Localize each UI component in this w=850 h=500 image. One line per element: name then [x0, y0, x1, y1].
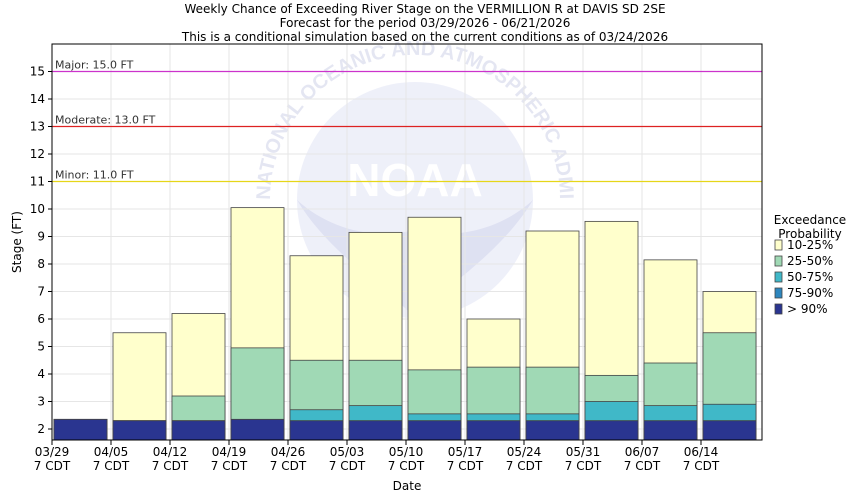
legend-label: 25-50%: [787, 254, 833, 268]
plot-area: NOAA NATIONAL OCEANIC AND ATMOSPHERIC AD…: [0, 0, 763, 441]
x-tick-time-label: 7 CDT: [388, 459, 425, 473]
legend-label: > 90%: [787, 302, 828, 316]
legend-swatch: [774, 303, 783, 315]
x-tick-time-label: 7 CDT: [506, 459, 543, 473]
title-line-3: This is a conditional simulation based o…: [181, 30, 668, 44]
x-tick-time-label: 7 CDT: [329, 459, 366, 473]
title-line-2: Forecast for the period 03/29/2026 - 06/…: [280, 16, 571, 30]
y-tick-label: 12: [30, 147, 45, 161]
y-tick-label: 7: [37, 285, 45, 299]
bar-segment: [171, 420, 226, 441]
bar-segment: [53, 418, 108, 441]
flood-thresholds: Major: 15.0 FT Moderate: 13.0 FT Minor: 11…: [52, 59, 762, 183]
x-tick-date-label: 05/24: [507, 445, 542, 459]
threshold-label: Moderate: 13.0 FT: [55, 114, 156, 127]
legend-title-1: Exceedance: [774, 213, 846, 227]
x-tick-date-label: 04/05: [94, 445, 129, 459]
legend-label: 10-25%: [787, 238, 833, 252]
plot-border: [51, 43, 763, 441]
bar-segment: [112, 420, 167, 441]
y-tick-label: 9: [37, 230, 45, 244]
x-tick-date-label: 06/14: [684, 445, 719, 459]
y-tick-label: 11: [30, 175, 45, 189]
y-tick-label: 14: [30, 92, 45, 106]
x-tick-time-label: 7 CDT: [93, 459, 130, 473]
legend-swatch: [774, 239, 783, 251]
x-tick-time-label: 7 CDT: [683, 459, 720, 473]
y-tick-label: 15: [30, 65, 45, 79]
x-tick-date-label: 05/31: [566, 445, 601, 459]
threshold-label: Minor: 11.0 FT: [55, 169, 134, 182]
x-tick-time-label: 7 CDT: [624, 459, 661, 473]
y-tick-label: 10: [30, 202, 45, 216]
x-tick-time-label: 7 CDT: [447, 459, 484, 473]
y-tick-label: 4: [37, 367, 45, 381]
y-axis-title: Stage (FT): [10, 211, 24, 273]
bar-segment: [643, 420, 698, 441]
bars: [53, 207, 757, 441]
bar-segment: [702, 420, 757, 441]
legend-label: 75-90%: [787, 286, 833, 300]
threshold-label: Major: 15.0 FT: [55, 59, 134, 72]
legend-label: 50-75%: [787, 270, 833, 284]
title-line-1: Weekly Chance of Exceeding River Stage o…: [184, 2, 665, 16]
x-tick-date-label: 05/03: [330, 445, 365, 459]
y-tick-label: 3: [37, 395, 45, 409]
y-tick-label: 2: [37, 422, 45, 436]
bar-segment: [289, 420, 344, 441]
legend-title-2: Probability: [778, 227, 841, 241]
x-tick-time-label: 7 CDT: [211, 459, 248, 473]
x-tick-date-label: 05/10: [389, 445, 424, 459]
y-tick-label: 8: [37, 257, 45, 271]
x-axis-title: Date: [393, 479, 422, 493]
x-tick-time-label: 7 CDT: [34, 459, 71, 473]
bar-segment: [466, 420, 521, 441]
legend-swatch: [774, 255, 783, 267]
x-tick-date-label: 04/12: [153, 445, 188, 459]
bar-segment: [348, 420, 403, 441]
x-tick-date-label: 05/17: [448, 445, 483, 459]
x-tick-time-label: 7 CDT: [152, 459, 189, 473]
svg-text:NOAA: NOAA: [347, 154, 482, 206]
x-tick-date-label: 06/07: [625, 445, 660, 459]
bar-segment: [525, 420, 580, 441]
y-tick-label: 5: [37, 340, 45, 354]
legend-swatch: [774, 287, 783, 299]
x-tick-date-label: 04/26: [271, 445, 306, 459]
legend: Exceedance Probability 10-25% 25-50% 50-75…: [774, 213, 846, 316]
bar-segment: [230, 418, 285, 441]
bar-segment: [407, 420, 462, 441]
y-axis: 2 3 4 5 6 7 8 9 10 11 12 13 14 15: [30, 65, 52, 436]
x-tick-time-label: 7 CDT: [270, 459, 307, 473]
bar-segment: [584, 420, 639, 441]
legend-swatch: [774, 271, 783, 283]
x-tick-date-label: 04/19: [212, 445, 247, 459]
y-tick-label: 13: [30, 120, 45, 134]
chart-title: Weekly Chance of Exceeding River Stage o…: [181, 2, 668, 44]
x-tick-date-label: 03/29: [35, 445, 70, 459]
x-tick-time-label: 7 CDT: [565, 459, 602, 473]
y-tick-label: 6: [37, 312, 45, 326]
